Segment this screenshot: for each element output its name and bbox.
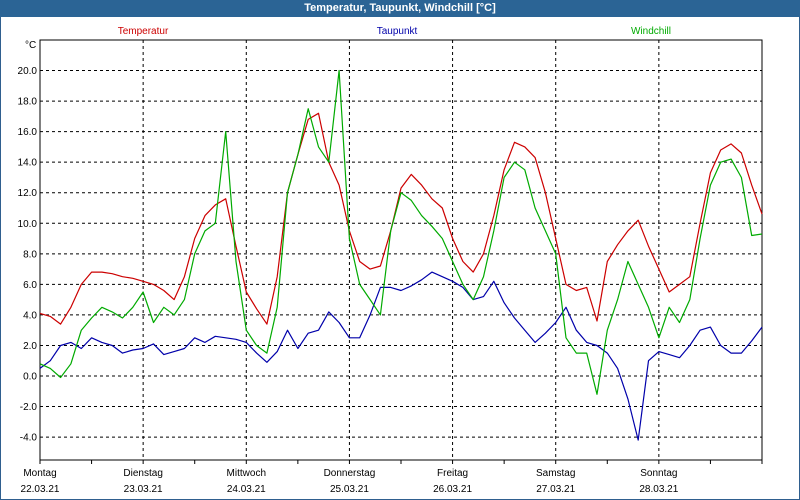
legend-item-temperatur: Temperatur [118, 26, 169, 37]
y-tick-label: 10.0 [18, 219, 38, 230]
y-unit-label: °C [25, 40, 36, 51]
x-day-label: Donnerstag [324, 468, 376, 479]
legend: Temperatur Taupunkt Windchill [118, 26, 671, 37]
x-date-label: 23.03.21 [124, 484, 163, 495]
y-tick-label: 16.0 [18, 127, 38, 138]
x-day-label: Samstag [536, 468, 575, 479]
chart-title: Temperatur, Taupunkt, Windchill [°C] [0, 0, 800, 17]
y-tick-label: 6.0 [23, 280, 37, 291]
x-day-label: Dienstag [123, 468, 162, 479]
y-tick-label: -4.0 [20, 433, 38, 444]
y-tick-label: -2.0 [20, 402, 38, 413]
y-tick-label: 2.0 [23, 341, 37, 352]
x-date-label: 26.03.21 [433, 484, 472, 495]
x-date-label: 27.03.21 [536, 484, 575, 495]
x-day-label: Freitag [437, 468, 468, 479]
x-day-label: Montag [23, 468, 56, 479]
series-lines [39, 69, 763, 441]
y-tick-label: 20.0 [18, 66, 38, 77]
series-line-taupunkt [39, 271, 763, 441]
x-date-label: 28.03.21 [639, 484, 678, 495]
x-day-label: Sonntag [640, 468, 677, 479]
plot-border [39, 39, 763, 461]
x-date-label: 25.03.21 [330, 484, 369, 495]
x-axis-ticks: Montag 22.03.21 Dienstag 23.03.21 Mittwoch 24… [21, 460, 763, 495]
y-tick-label: 18.0 [18, 97, 38, 108]
legend-item-windchill: Windchill [631, 26, 671, 37]
legend-item-taupunkt: Taupunkt [377, 26, 418, 37]
grid-lines [39, 39, 763, 461]
y-axis-ticks: -4.0 -2.0 0.0 2.0 4.0 6.0 8.0 10.0 12.0 14.0 16.0 1… [18, 66, 38, 444]
series-line-temperatur [39, 112, 763, 325]
series-line-windchill [39, 69, 763, 395]
y-tick-label: 14.0 [18, 158, 38, 169]
y-axis-unit: °C [25, 40, 36, 51]
y-tick-label: 8.0 [23, 249, 37, 260]
y-tick-label: 0.0 [23, 372, 37, 383]
y-tick-label: 12.0 [18, 188, 38, 199]
y-tick-label: 4.0 [23, 310, 37, 321]
x-date-label: 22.03.21 [21, 484, 60, 495]
x-date-label: 24.03.21 [227, 484, 266, 495]
x-day-label: Mittwoch [227, 468, 266, 479]
